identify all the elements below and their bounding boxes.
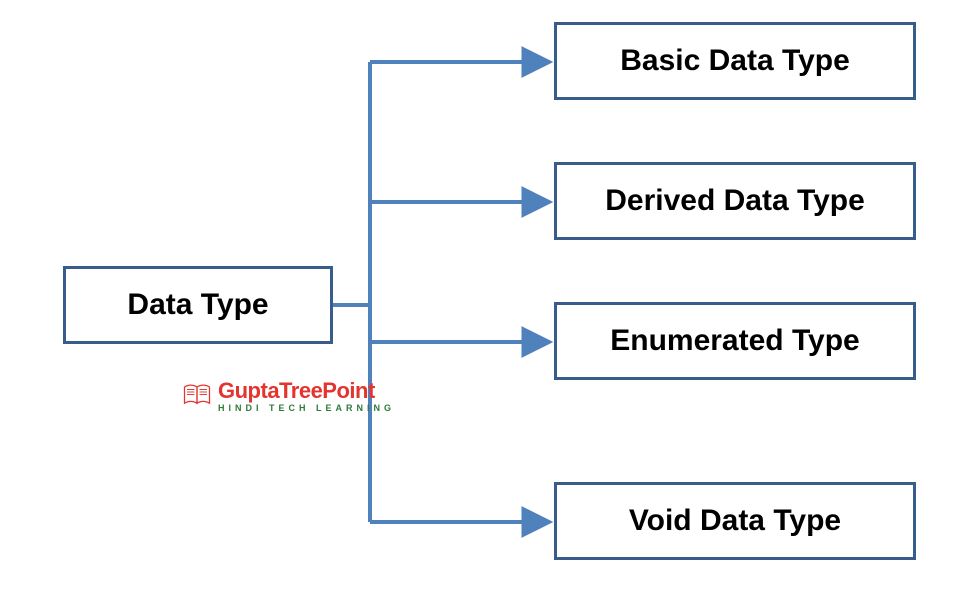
root-node: Data Type <box>63 266 333 344</box>
child-node-0: Basic Data Type <box>554 22 916 100</box>
logo-sub-text: HINDI TECH LEARNING <box>218 404 395 413</box>
logo-main-text: GuptaTreePoint <box>218 380 395 402</box>
child-node-3: Void Data Type <box>554 482 916 560</box>
child-node-1: Derived Data Type <box>554 162 916 240</box>
connectors-group <box>333 62 548 522</box>
child-label-0: Basic Data Type <box>620 44 850 78</box>
watermark-logo: GuptaTreePoint HINDI TECH LEARNING <box>182 380 395 413</box>
book-icon <box>182 383 212 411</box>
root-label: Data Type <box>127 288 268 322</box>
child-label-1: Derived Data Type <box>605 184 865 218</box>
logo-text: GuptaTreePoint HINDI TECH LEARNING <box>218 380 395 413</box>
child-label-3: Void Data Type <box>629 504 841 538</box>
child-node-2: Enumerated Type <box>554 302 916 380</box>
child-label-2: Enumerated Type <box>610 324 860 358</box>
